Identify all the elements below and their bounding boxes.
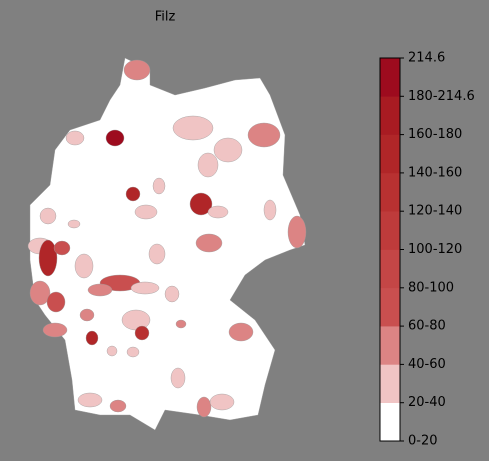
colorbar-segment [380, 58, 400, 97]
region [126, 346, 140, 358]
region [287, 215, 307, 249]
colorbar-label: 160-180 [408, 127, 462, 142]
colorbar-label: 140-160 [408, 165, 462, 180]
region [196, 396, 212, 418]
colorbar-segment [380, 326, 400, 365]
region [130, 281, 160, 295]
region [79, 308, 95, 322]
region [175, 319, 187, 329]
colorbar-label: 214.6 [408, 51, 445, 66]
colorbar-segment [380, 96, 400, 135]
map-title: Filz [155, 10, 176, 25]
colorbar-label: 100-120 [408, 242, 462, 257]
region [85, 330, 99, 346]
region [29, 280, 51, 306]
region [53, 240, 71, 256]
colorbar-label: 180-214.6 [408, 89, 475, 104]
region [247, 122, 281, 148]
region [170, 367, 186, 389]
colorbar-segment [380, 287, 400, 327]
colorbar-label: 120-140 [408, 204, 462, 219]
region [195, 233, 223, 253]
region [263, 199, 277, 221]
region [46, 291, 66, 313]
region [109, 399, 127, 413]
colorbar-label: 0-20 [408, 434, 438, 449]
colorbar-segment [380, 402, 400, 442]
region [87, 283, 113, 297]
colorbar-label: 40-60 [408, 357, 446, 372]
region [42, 322, 68, 338]
region [228, 322, 254, 342]
colorbar-segment [380, 211, 400, 250]
region [213, 137, 243, 163]
colorbar-label: 20-40 [408, 395, 446, 410]
colorbar-segment [380, 249, 400, 289]
colorbar: 0-20 20-40 40-60 60-80 80-100 100-120 120-140 1… [379, 51, 475, 449]
region [207, 205, 229, 219]
region [125, 186, 141, 202]
region [189, 192, 213, 216]
region [105, 129, 125, 147]
region [39, 207, 57, 225]
region [197, 152, 219, 178]
region [152, 177, 166, 195]
region [67, 219, 81, 229]
region [77, 392, 103, 408]
colorbar-segment [380, 172, 400, 212]
region [164, 285, 180, 303]
colorbar-label: 80-100 [408, 280, 454, 295]
region [106, 345, 118, 357]
region [134, 325, 150, 341]
region [74, 253, 94, 279]
colorbar-label: 60-80 [408, 319, 446, 334]
region [172, 115, 214, 141]
colorbar-segment [380, 134, 400, 174]
region [38, 239, 58, 277]
region [209, 393, 235, 411]
region [123, 59, 151, 81]
region [134, 204, 158, 220]
region [65, 130, 85, 146]
colorbar-segment [380, 364, 400, 403]
germany-map [27, 57, 307, 431]
region [148, 243, 166, 265]
